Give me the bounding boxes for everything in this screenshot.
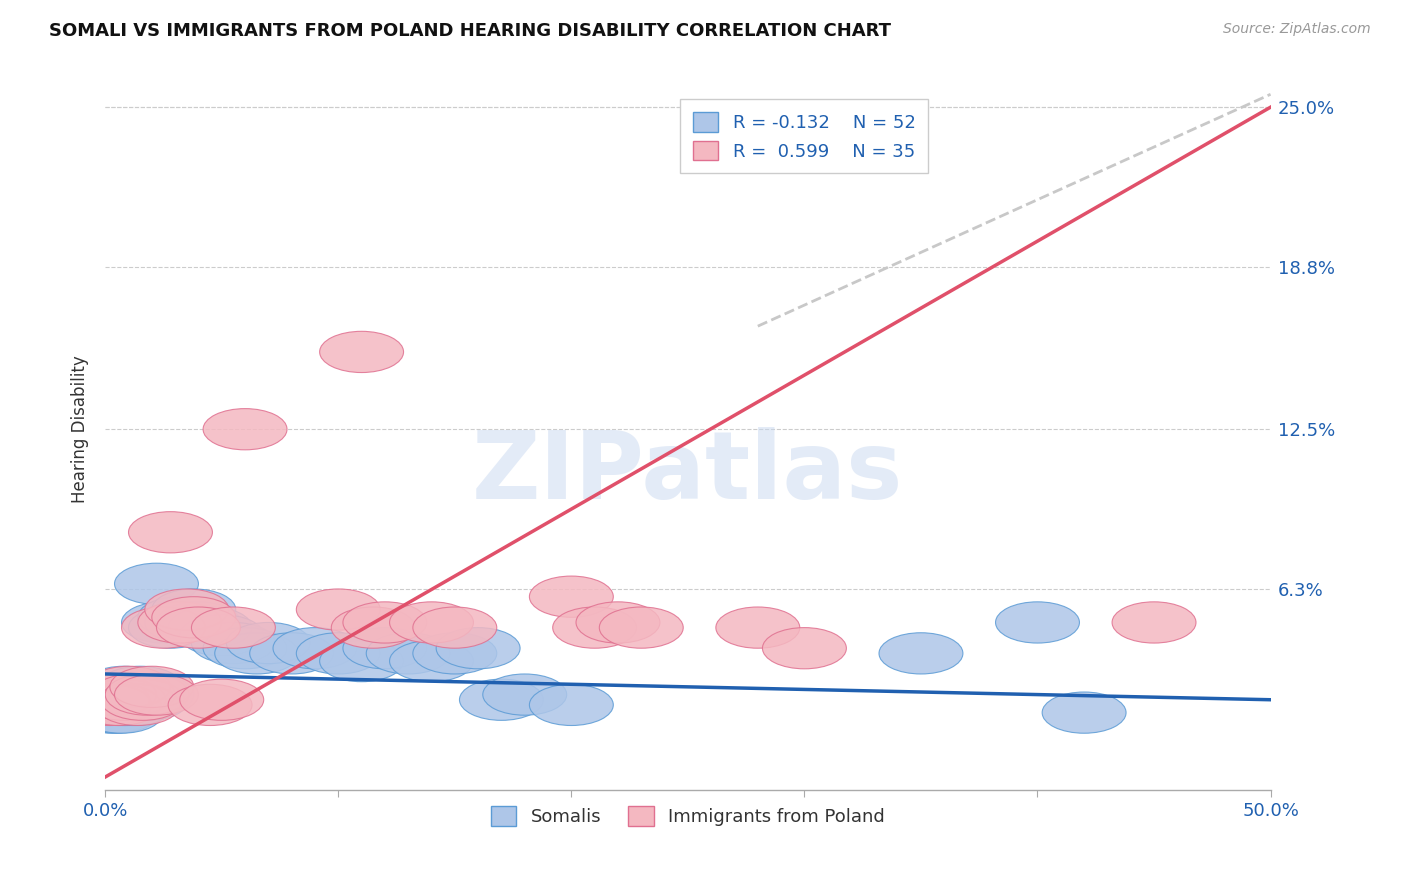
Ellipse shape: [273, 628, 357, 669]
Ellipse shape: [138, 602, 222, 643]
Ellipse shape: [66, 679, 149, 721]
Ellipse shape: [91, 674, 176, 715]
Ellipse shape: [297, 589, 380, 630]
Ellipse shape: [73, 684, 156, 725]
Legend: Somalis, Immigrants from Poland: Somalis, Immigrants from Poland: [482, 797, 894, 835]
Ellipse shape: [87, 666, 170, 707]
Ellipse shape: [191, 607, 276, 648]
Ellipse shape: [82, 666, 166, 707]
Ellipse shape: [67, 684, 152, 725]
Ellipse shape: [156, 607, 240, 648]
Ellipse shape: [96, 684, 180, 725]
Ellipse shape: [82, 679, 166, 721]
Ellipse shape: [389, 640, 474, 681]
Ellipse shape: [530, 684, 613, 725]
Ellipse shape: [110, 674, 194, 715]
Ellipse shape: [413, 632, 496, 674]
Ellipse shape: [366, 632, 450, 674]
Ellipse shape: [89, 679, 173, 721]
Ellipse shape: [1112, 602, 1197, 643]
Ellipse shape: [226, 623, 311, 664]
Ellipse shape: [105, 679, 190, 721]
Ellipse shape: [297, 632, 380, 674]
Ellipse shape: [98, 666, 183, 707]
Ellipse shape: [128, 512, 212, 553]
Ellipse shape: [70, 674, 155, 715]
Ellipse shape: [121, 607, 205, 648]
Ellipse shape: [1042, 692, 1126, 733]
Ellipse shape: [82, 684, 166, 725]
Ellipse shape: [67, 684, 152, 725]
Ellipse shape: [70, 692, 155, 733]
Ellipse shape: [152, 597, 236, 638]
Ellipse shape: [156, 602, 240, 643]
Ellipse shape: [84, 679, 169, 721]
Ellipse shape: [105, 674, 190, 715]
Ellipse shape: [66, 674, 149, 715]
Ellipse shape: [343, 602, 427, 643]
Ellipse shape: [180, 615, 264, 656]
Ellipse shape: [413, 607, 496, 648]
Ellipse shape: [460, 679, 543, 721]
Ellipse shape: [332, 607, 415, 648]
Text: Source: ZipAtlas.com: Source: ZipAtlas.com: [1223, 22, 1371, 37]
Ellipse shape: [215, 632, 298, 674]
Ellipse shape: [191, 623, 276, 664]
Ellipse shape: [319, 331, 404, 373]
Ellipse shape: [67, 679, 152, 721]
Ellipse shape: [319, 640, 404, 681]
Ellipse shape: [180, 679, 264, 721]
Ellipse shape: [436, 628, 520, 669]
Ellipse shape: [121, 602, 205, 643]
Ellipse shape: [77, 684, 162, 725]
Ellipse shape: [145, 602, 229, 643]
Ellipse shape: [716, 607, 800, 648]
Ellipse shape: [169, 607, 252, 648]
Ellipse shape: [576, 602, 659, 643]
Ellipse shape: [343, 628, 427, 669]
Ellipse shape: [152, 589, 236, 630]
Ellipse shape: [599, 607, 683, 648]
Ellipse shape: [553, 607, 637, 648]
Ellipse shape: [169, 684, 252, 725]
Ellipse shape: [202, 628, 287, 669]
Ellipse shape: [389, 602, 474, 643]
Ellipse shape: [482, 674, 567, 715]
Ellipse shape: [75, 674, 159, 715]
Ellipse shape: [94, 674, 177, 715]
Text: ZIPatlas: ZIPatlas: [472, 426, 904, 518]
Ellipse shape: [138, 597, 222, 638]
Ellipse shape: [77, 679, 162, 721]
Ellipse shape: [80, 674, 163, 715]
Ellipse shape: [110, 666, 194, 707]
Ellipse shape: [73, 679, 156, 721]
Ellipse shape: [114, 563, 198, 605]
Ellipse shape: [75, 692, 159, 733]
Ellipse shape: [80, 692, 163, 733]
Ellipse shape: [101, 679, 184, 721]
Ellipse shape: [530, 576, 613, 617]
Ellipse shape: [879, 632, 963, 674]
Ellipse shape: [114, 674, 198, 715]
Ellipse shape: [250, 632, 333, 674]
Ellipse shape: [84, 684, 169, 725]
Ellipse shape: [73, 674, 156, 715]
Ellipse shape: [762, 628, 846, 669]
Y-axis label: Hearing Disability: Hearing Disability: [72, 355, 89, 503]
Text: SOMALI VS IMMIGRANTS FROM POLAND HEARING DISABILITY CORRELATION CHART: SOMALI VS IMMIGRANTS FROM POLAND HEARING…: [49, 22, 891, 40]
Ellipse shape: [87, 674, 170, 715]
Ellipse shape: [995, 602, 1080, 643]
Ellipse shape: [128, 607, 212, 648]
Ellipse shape: [145, 589, 229, 630]
Ellipse shape: [91, 684, 176, 725]
Ellipse shape: [77, 684, 162, 725]
Ellipse shape: [202, 409, 287, 450]
